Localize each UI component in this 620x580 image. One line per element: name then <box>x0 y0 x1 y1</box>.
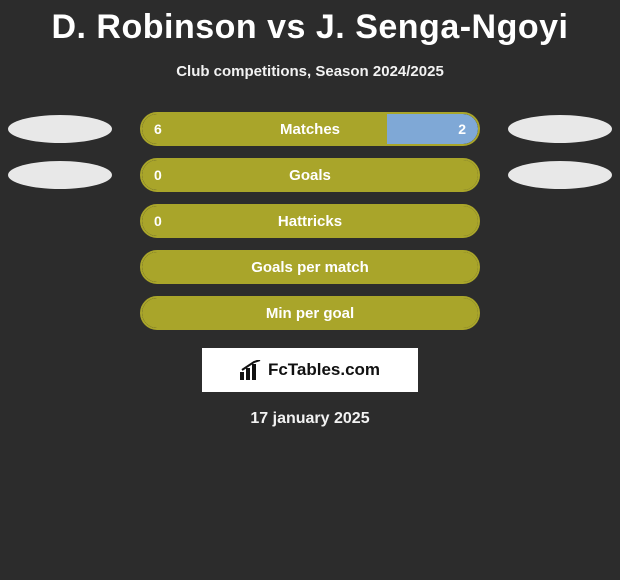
stat-row: Matches62 <box>0 112 620 146</box>
bar-fill-left <box>142 114 387 144</box>
bar-chart-icon <box>240 360 262 380</box>
brand-box[interactable]: FcTables.com <box>202 348 418 392</box>
subtitle: Club competitions, Season 2024/2025 <box>0 63 620 80</box>
page-title: D. Robinson vs J. Senga-Ngoyi <box>0 0 620 47</box>
bar-fill-left <box>142 298 478 328</box>
stat-row: Goals0 <box>0 158 620 192</box>
brand-text: FcTables.com <box>268 360 380 380</box>
date-text: 17 january 2025 <box>0 410 620 428</box>
bar-fill-left <box>142 206 478 236</box>
stat-row: Hattricks0 <box>0 204 620 238</box>
stat-bar: Min per goal <box>140 296 480 330</box>
stat-bar: Goals0 <box>140 158 480 192</box>
bar-fill-right <box>387 114 478 144</box>
player-left-badge <box>8 115 112 143</box>
stat-row: Goals per match <box>0 250 620 284</box>
stat-row: Min per goal <box>0 296 620 330</box>
stat-bar: Hattricks0 <box>140 204 480 238</box>
bar-fill-left <box>142 160 478 190</box>
stats-container: Matches62 Goals0 Hattricks0 Goals per match… <box>0 112 620 330</box>
player-right-badge <box>508 161 612 189</box>
stat-bar: Goals per match <box>140 250 480 284</box>
stat-bar: Matches62 <box>140 112 480 146</box>
player-right-badge <box>508 115 612 143</box>
bar-fill-left <box>142 252 478 282</box>
player-left-badge <box>8 161 112 189</box>
